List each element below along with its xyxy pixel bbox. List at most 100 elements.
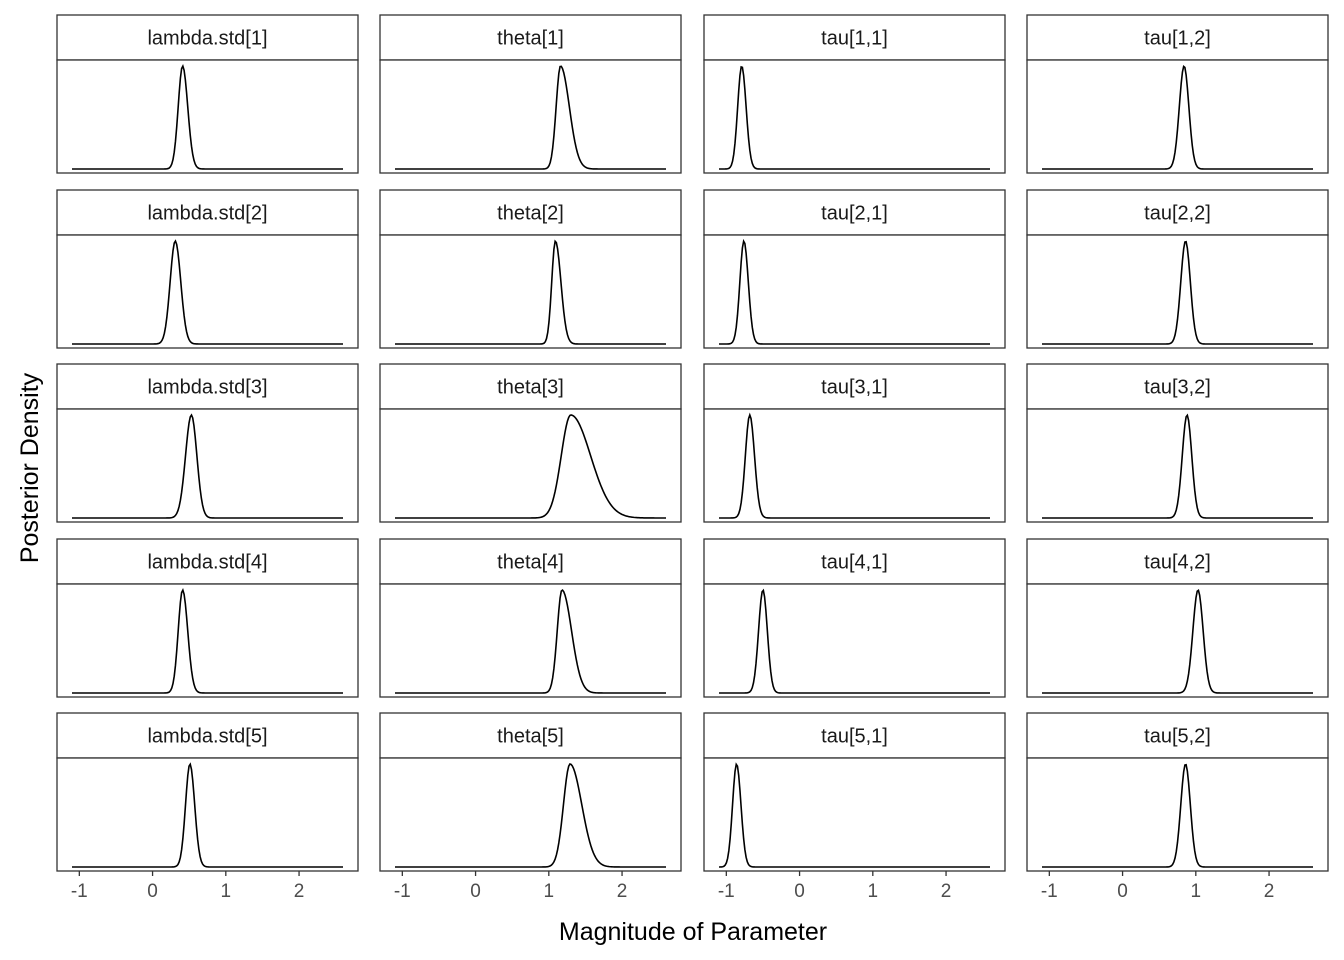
plot-panel [1026, 757, 1329, 872]
density-line [395, 414, 666, 519]
facet-strip-label: tau[3,2] [1144, 377, 1211, 399]
facet-strip-label: tau[2,2] [1144, 203, 1211, 225]
facet-panel: tau[3,1] [703, 363, 1006, 523]
facet-panel: tau[2,1] [703, 189, 1006, 349]
facet-panel: theta[4] [379, 538, 682, 698]
density-line [1042, 589, 1313, 694]
x-tick-label: 2 [294, 881, 305, 902]
plot-panel [703, 234, 1006, 349]
facet-strip [703, 14, 1006, 61]
facet-strip-label: theta[5] [497, 726, 564, 748]
density-line [719, 588, 990, 694]
facet-strip-label: tau[1,1] [821, 28, 888, 50]
density-line [1042, 413, 1313, 519]
density-line [1042, 64, 1313, 170]
facet-strip-label: lambda.std[5] [147, 726, 267, 748]
x-tick-label: -1 [718, 881, 735, 902]
x-tick-label: 1 [544, 881, 555, 902]
facet-strip-label: lambda.std[1] [147, 28, 267, 50]
x-tick-label: -1 [71, 881, 88, 902]
plot-panel [56, 234, 359, 349]
plot-panel [1026, 234, 1329, 349]
density-line [395, 239, 666, 345]
density-line [395, 65, 666, 170]
plot-panel [379, 59, 682, 174]
x-tick-label: 2 [941, 881, 952, 902]
facet-panel: tau[1,1] [703, 14, 1006, 174]
density-line [719, 412, 990, 519]
x-tick-label: 0 [1117, 881, 1128, 902]
facet-strip-label: tau[4,2] [1144, 552, 1211, 574]
facet-strip [56, 363, 359, 410]
facet-panel: theta[1] [379, 14, 682, 174]
facet-strip-label: tau[5,2] [1144, 726, 1211, 748]
facet-strip [1026, 363, 1329, 410]
facet-panel: tau[1,2] [1026, 14, 1329, 174]
density-line [1042, 240, 1313, 345]
facet-strip-label: lambda.std[4] [147, 552, 267, 574]
facet-panel: tau[4,1] [703, 538, 1006, 698]
facet-strip [379, 14, 682, 61]
x-tick-label: 1 [868, 881, 879, 902]
facet-panel: theta[2] [379, 189, 682, 349]
facet-strip-label: theta[1] [497, 28, 564, 50]
facet-strip [703, 712, 1006, 759]
facet-strip [379, 712, 682, 759]
x-tick-label: 1 [221, 881, 232, 902]
plot-panel [56, 583, 359, 698]
facet-strip-label: tau[3,1] [821, 377, 888, 399]
facet-strip-label: tau[4,1] [821, 552, 888, 574]
facet-strip [379, 538, 682, 585]
facet-panel: lambda.std[3] [56, 363, 359, 523]
plot-panel [703, 757, 1006, 872]
facet-strip-label: lambda.std[2] [147, 203, 267, 225]
facet-panel: lambda.std[4] [56, 538, 359, 698]
plot-panel [56, 59, 359, 174]
facet-strip [56, 189, 359, 236]
plot-panel [703, 583, 1006, 698]
plot-panel [1026, 583, 1329, 698]
x-tick-label: 2 [1264, 881, 1275, 902]
facet-panel: lambda.std[5] [56, 712, 359, 872]
density-line [719, 65, 990, 170]
facet-strip-label: tau[5,1] [821, 726, 888, 748]
facet-strip-label: tau[1,2] [1144, 28, 1211, 50]
x-tick-label: -1 [394, 881, 411, 902]
facet-strip [56, 712, 359, 759]
plot-panel [379, 408, 682, 523]
facet-strip-label: tau[2,1] [821, 203, 888, 225]
facet-strip [379, 189, 682, 236]
x-tick-label: 0 [147, 881, 158, 902]
facet-panel: tau[3,2] [1026, 363, 1329, 523]
plot-panel [379, 583, 682, 698]
facet-strip [1026, 538, 1329, 585]
facet-strip-label: theta[3] [497, 377, 564, 399]
facet-panel: theta[3] [379, 363, 682, 523]
x-tick-label: -1 [1041, 881, 1058, 902]
density-line [72, 588, 343, 694]
density-line [395, 763, 666, 868]
plot-panel [703, 59, 1006, 174]
plot-panel [379, 757, 682, 872]
x-tick-label: 0 [794, 881, 805, 902]
facet-panel: tau[2,2] [1026, 189, 1329, 349]
facet-strip [379, 363, 682, 410]
x-tick-label: 2 [617, 881, 628, 902]
x-tick-label: 1 [1191, 881, 1202, 902]
facet-panel: tau[4,2] [1026, 538, 1329, 698]
panels-layer: lambda.std[1] theta[1] tau[1,1] tau[1,2] lam… [56, 14, 1329, 872]
plot-panel [703, 408, 1006, 523]
plot-panel [56, 757, 359, 872]
x-axis-title: Magnitude of Parameter [559, 918, 827, 946]
facet-panel: tau[5,2] [1026, 712, 1329, 872]
facet-strip-label: theta[2] [497, 203, 564, 225]
density-line [395, 589, 666, 694]
facet-panel: lambda.std[1] [56, 14, 359, 174]
facet-panel: lambda.std[2] [56, 189, 359, 349]
density-line [72, 413, 343, 519]
x-axis-ticks: -1 0 1 2 -1 0 1 2 -1 0 1 2 -1 0 1 2 [71, 871, 1274, 902]
density-line [719, 238, 990, 345]
plot-panel [1026, 59, 1329, 174]
facet-strip [703, 363, 1006, 410]
